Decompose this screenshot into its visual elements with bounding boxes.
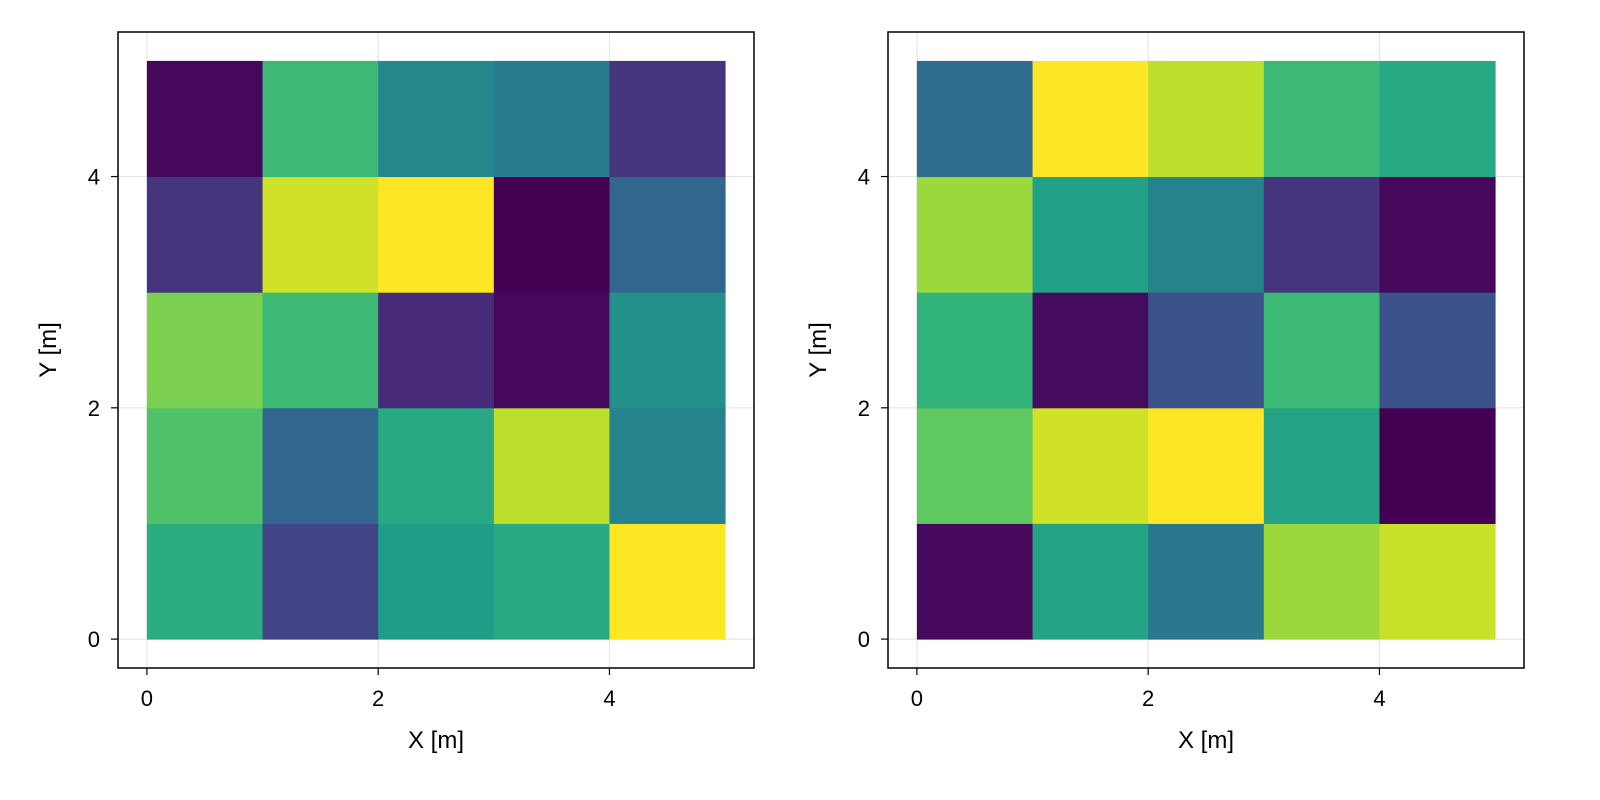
heatmap-cell <box>609 407 726 524</box>
heatmap-cell <box>493 407 610 524</box>
x-tick-label: 4 <box>1373 686 1385 711</box>
y-tick-label: 2 <box>88 396 100 421</box>
heatmap-cell <box>1148 176 1265 293</box>
heatmap-cell <box>1379 523 1496 640</box>
y-tick-label: 4 <box>88 165 100 190</box>
heatmap-cell <box>1263 60 1380 178</box>
y-tick-label: 2 <box>858 396 870 421</box>
heatmap-cell <box>1379 407 1496 524</box>
heatmap-cell <box>916 292 1034 409</box>
x-tick-label: 2 <box>1142 686 1154 711</box>
heatmap-cell <box>378 523 495 640</box>
heatmap-cell <box>916 407 1034 524</box>
heatmap-cell <box>262 292 379 409</box>
heatmap-cell <box>916 176 1034 293</box>
axes-frame <box>117 31 755 669</box>
y-tick-label: 4 <box>858 165 870 190</box>
heatmap-cell <box>916 60 1034 178</box>
heatmap-cell <box>1263 176 1380 293</box>
heatmap-cell <box>1379 176 1496 293</box>
heatmap-cell <box>493 176 610 293</box>
heatmap-cell <box>262 176 379 293</box>
heatmap-cell <box>609 176 726 293</box>
heatmap-cell <box>609 523 726 640</box>
heatmap-cell <box>1032 292 1149 409</box>
heatmap-cell <box>1379 292 1496 409</box>
heatmap-cell <box>1032 523 1149 640</box>
heatmap-cell <box>262 60 379 178</box>
heatmap-cell <box>146 523 264 640</box>
heatmap-cell <box>1379 60 1496 178</box>
heatmap-cell <box>378 60 495 178</box>
heatmap-cell <box>609 60 726 178</box>
heatmap-cell <box>1148 60 1265 178</box>
y-axis-label: Y [m] <box>35 322 62 378</box>
x-tick-label: 4 <box>603 686 615 711</box>
x-axis-label: X [m] <box>1178 727 1234 754</box>
heatmap-cell <box>493 292 610 409</box>
heatmap-cell <box>1148 292 1265 409</box>
heatmap-cell <box>146 407 264 524</box>
heatmap-cell <box>378 292 495 409</box>
heatmap-cell <box>262 523 379 640</box>
heatmap-cell <box>1148 407 1265 524</box>
heatmap-cell <box>1032 176 1149 293</box>
heatmap-cell <box>916 523 1034 640</box>
heatmap-cell <box>146 60 264 178</box>
heatmap-panel-2: 0 2 4 0 2 4 X [m] Y [m] <box>805 31 1525 754</box>
heatmap-panel-1: 0 2 4 0 2 4 X [m] Y [m] <box>35 31 755 754</box>
heatmap-cell <box>262 407 379 524</box>
heatmap-cell <box>378 407 495 524</box>
y-tick-label: 0 <box>858 627 870 652</box>
heatmap-cell <box>146 292 264 409</box>
axes-frame <box>887 31 1525 669</box>
heatmap-cell <box>493 60 610 178</box>
x-tick-label: 2 <box>372 686 384 711</box>
heatmap-cell <box>1032 407 1149 524</box>
heatmap-cell <box>1263 292 1380 409</box>
y-tick-label: 0 <box>88 627 100 652</box>
heatmap-cell <box>493 523 610 640</box>
heatmap-cell <box>146 176 264 293</box>
x-tick-label: 0 <box>911 686 923 711</box>
x-tick-label: 0 <box>141 686 153 711</box>
x-axis-label: X [m] <box>408 727 464 754</box>
heatmap-cell <box>1263 407 1380 524</box>
y-axis-label: Y [m] <box>805 322 832 378</box>
heatmap-cell <box>1263 523 1380 640</box>
heatmap-cell <box>378 176 495 293</box>
heatmap-cell <box>1148 523 1265 640</box>
heatmap-cell <box>1032 60 1149 178</box>
heatmap-cell <box>609 292 726 409</box>
